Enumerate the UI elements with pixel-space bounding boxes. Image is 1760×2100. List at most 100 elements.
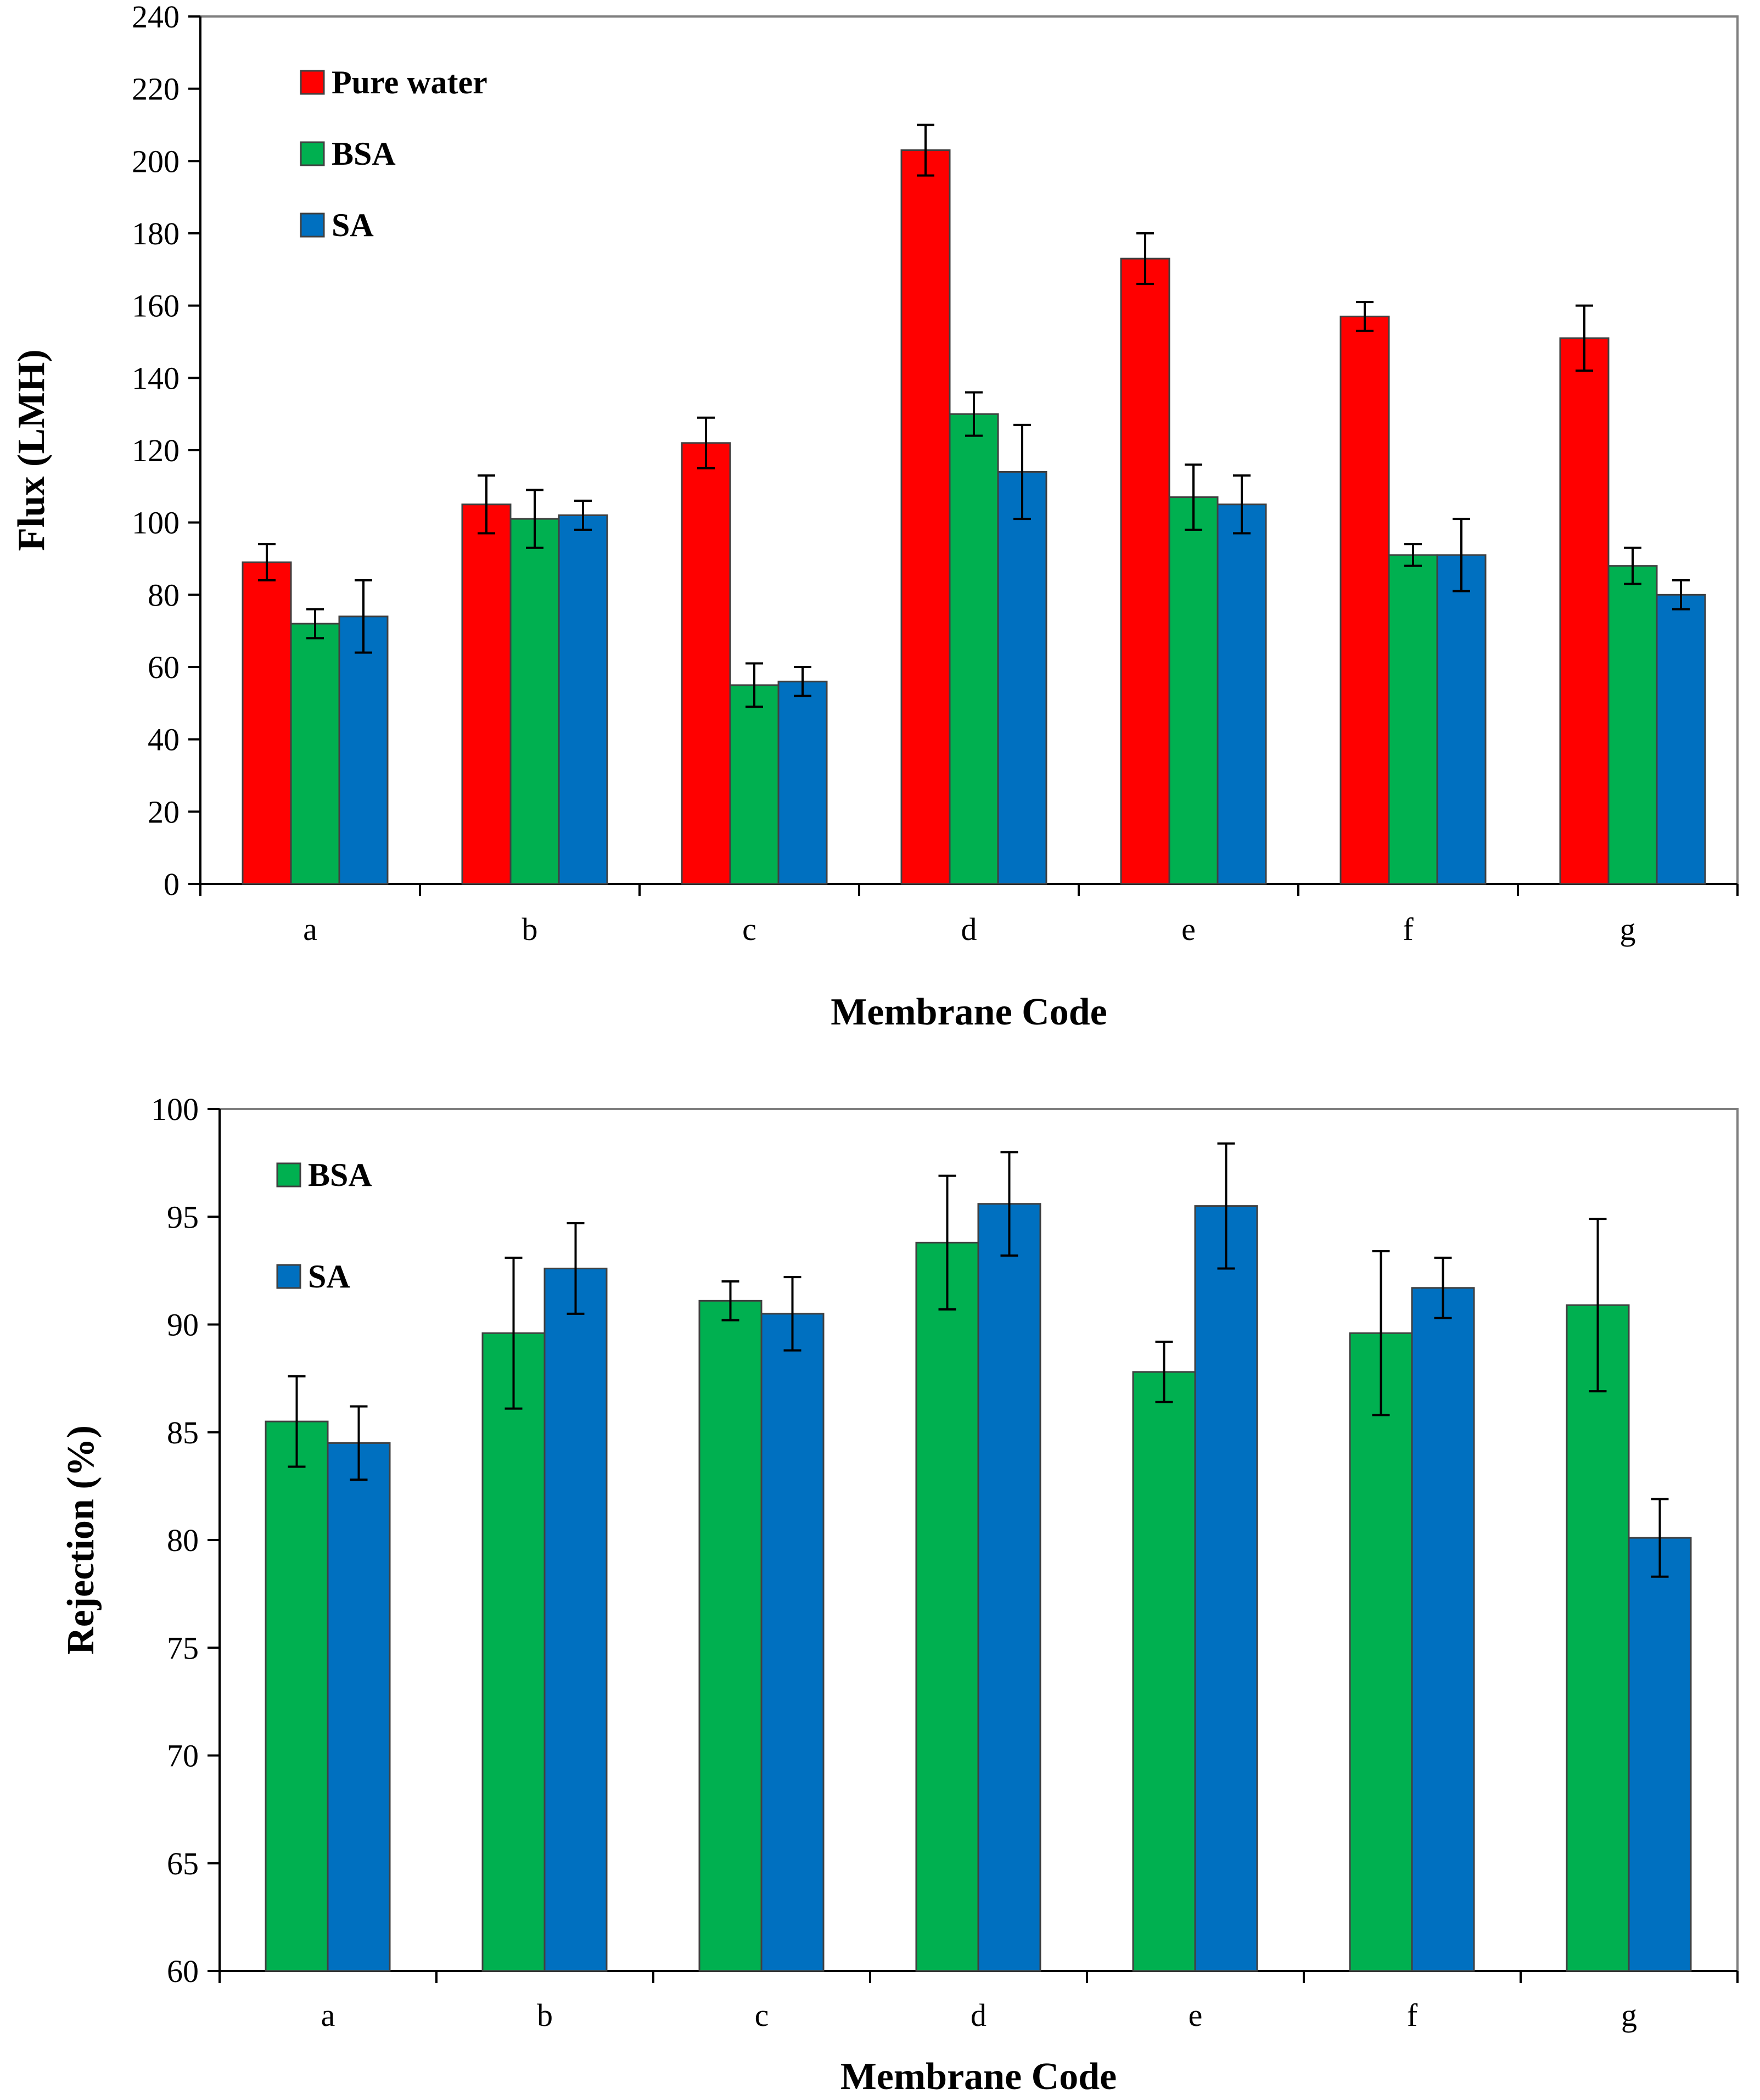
rejection-error-bar-bsa-f bbox=[1372, 1250, 1390, 1416]
rejection-bar-bsa-d bbox=[915, 1241, 979, 1972]
flux-y-tick-label: 20 bbox=[148, 794, 180, 830]
rejection-x-tick-label-c: c bbox=[755, 1997, 769, 2033]
flux-bar-bsa-g bbox=[1607, 565, 1658, 885]
flux-error-bar-bsa-e bbox=[1185, 463, 1202, 531]
flux-y-axis-title: Flux (LMH) bbox=[10, 349, 53, 551]
rejection-bar-sa-a bbox=[327, 1442, 391, 1972]
rejection-bar-bsa-g bbox=[1566, 1304, 1630, 1972]
flux-bar-sa-e bbox=[1217, 503, 1267, 885]
flux-x-tick-label-b: b bbox=[522, 911, 538, 947]
flux-bar-pure-water-f bbox=[1339, 315, 1390, 885]
rejection-y-axis-title: Rejection (%) bbox=[60, 1425, 102, 1655]
flux-y-tick-label: 200 bbox=[132, 143, 180, 179]
rejection-y-tick-label: 100 bbox=[151, 1091, 199, 1127]
flux-x-tick-label-c: c bbox=[742, 911, 756, 947]
flux-bar-bsa-e bbox=[1168, 496, 1219, 885]
flux-error-bar-bsa-a bbox=[306, 608, 324, 640]
rejection-error-bar-sa-e bbox=[1217, 1142, 1235, 1270]
flux-error-bar-sa-a bbox=[355, 579, 372, 654]
flux-error-bar-bsa-d bbox=[965, 391, 983, 437]
rejection-y-tick-label: 95 bbox=[167, 1199, 199, 1235]
flux-y-tick-label: 40 bbox=[148, 722, 180, 758]
rejection-bar-sa-e bbox=[1194, 1205, 1258, 1972]
flux-x-axis-title: Membrane Code bbox=[831, 991, 1107, 1033]
rejection-bar-bsa-f bbox=[1349, 1332, 1413, 1972]
flux-error-bar-bsa-b bbox=[526, 489, 543, 549]
rejection-legend-swatch-sa bbox=[276, 1264, 301, 1289]
rejection-legend: BSA SA bbox=[276, 1157, 372, 1295]
rejection-error-bar-bsa-g bbox=[1589, 1218, 1607, 1393]
rejection-error-bar-bsa-c bbox=[721, 1280, 739, 1321]
flux-error-bar-pure-water-g bbox=[1576, 304, 1593, 372]
flux-bar-sa-f bbox=[1436, 554, 1487, 885]
rejection-error-bar-sa-f bbox=[1434, 1256, 1452, 1319]
flux-x-tick-label-e: e bbox=[1181, 911, 1196, 947]
flux-bar-bsa-c bbox=[729, 684, 780, 885]
rejection-y-tick-label: 80 bbox=[167, 1522, 199, 1558]
flux-error-bar-sa-g bbox=[1672, 579, 1690, 611]
rejection-bar-sa-c bbox=[760, 1313, 825, 1972]
rejection-x-axis-title: Membrane Code bbox=[840, 2056, 1117, 2098]
flux-chart: 0 20 40 60 80 100 120 140 160 180 200 220 240 a b c d e f g… bbox=[10, 0, 1739, 1033]
flux-bar-bsa-a bbox=[290, 623, 340, 885]
rejection-error-bar-bsa-e bbox=[1155, 1340, 1173, 1403]
flux-x-tick-label-g: g bbox=[1620, 911, 1636, 947]
flux-legend-swatch-pure-water bbox=[300, 70, 325, 95]
rejection-x-tick-label-f: f bbox=[1407, 1997, 1418, 2033]
flux-bar-bsa-f bbox=[1388, 554, 1438, 885]
rejection-bar-bsa-a bbox=[265, 1420, 329, 1972]
rejection-legend-swatch-bsa bbox=[276, 1162, 301, 1188]
flux-bar-sa-d bbox=[997, 471, 1047, 885]
rejection-y-tick-label: 60 bbox=[167, 1953, 199, 1989]
flux-legend-label-bsa: BSA bbox=[332, 136, 396, 172]
rejection-x-tick-label-e: e bbox=[1189, 1997, 1203, 2033]
flux-error-bar-sa-c bbox=[794, 666, 811, 697]
rejection-y-tick-label: 75 bbox=[167, 1630, 199, 1666]
flux-y-tick-label: 0 bbox=[164, 866, 180, 902]
rejection-bar-bsa-b bbox=[481, 1332, 546, 1972]
rejection-legend-label-bsa: BSA bbox=[308, 1157, 372, 1193]
rejection-error-bar-bsa-b bbox=[505, 1256, 523, 1410]
flux-legend-swatch-sa bbox=[300, 212, 325, 238]
flux-error-bar-sa-e bbox=[1233, 474, 1251, 535]
rejection-error-bar-bsa-d bbox=[938, 1174, 956, 1311]
flux-bar-pure-water-b bbox=[461, 503, 512, 885]
flux-y-tick-label: 100 bbox=[132, 505, 180, 541]
flux-bar-sa-a bbox=[338, 615, 389, 885]
flux-y-tick-label: 220 bbox=[132, 71, 180, 107]
flux-bar-pure-water-a bbox=[242, 561, 292, 885]
rejection-legend-label-sa: SA bbox=[308, 1258, 350, 1295]
rejection-error-bar-sa-d bbox=[1000, 1151, 1018, 1257]
flux-x-tick-label-a: a bbox=[303, 911, 317, 947]
rejection-y-tick-label: 65 bbox=[167, 1846, 199, 1881]
flux-x-tick-label-d: d bbox=[961, 911, 977, 947]
flux-bar-pure-water-e bbox=[1120, 257, 1170, 885]
flux-y-tick-label: 60 bbox=[148, 649, 180, 685]
flux-legend-swatch-bsa bbox=[300, 141, 325, 166]
flux-legend-label-sa: SA bbox=[332, 207, 374, 243]
flux-bar-pure-water-d bbox=[900, 149, 951, 885]
flux-error-bar-sa-f bbox=[1453, 518, 1470, 592]
rejection-x-tick-label-b: b bbox=[537, 1997, 553, 2033]
flux-y-tick-label: 140 bbox=[132, 360, 180, 396]
rejection-y-tick-label: 85 bbox=[167, 1415, 199, 1451]
flux-y-tick-label: 80 bbox=[148, 577, 180, 613]
rejection-bar-sa-g bbox=[1628, 1537, 1692, 1972]
rejection-bar-bsa-e bbox=[1132, 1371, 1196, 1972]
flux-legend-label-pure-water: Pure water bbox=[332, 64, 487, 100]
flux-error-bar-bsa-g bbox=[1624, 546, 1641, 585]
rejection-error-bar-sa-c bbox=[783, 1276, 801, 1352]
flux-y-tick-label: 240 bbox=[132, 0, 180, 35]
flux-bar-sa-b bbox=[558, 514, 608, 885]
rejection-error-bar-sa-b bbox=[567, 1222, 585, 1315]
flux-error-bar-sa-b bbox=[574, 500, 592, 531]
flux-bar-bsa-d bbox=[949, 413, 999, 885]
flux-error-bar-pure-water-e bbox=[1136, 232, 1154, 285]
flux-error-bar-pure-water-a bbox=[258, 543, 276, 581]
flux-y-tick-label: 160 bbox=[132, 288, 180, 324]
rejection-x-tick-label-a: a bbox=[321, 1997, 335, 2033]
rejection-bar-sa-b bbox=[543, 1267, 608, 1972]
flux-y-tick-label: 180 bbox=[132, 216, 180, 251]
